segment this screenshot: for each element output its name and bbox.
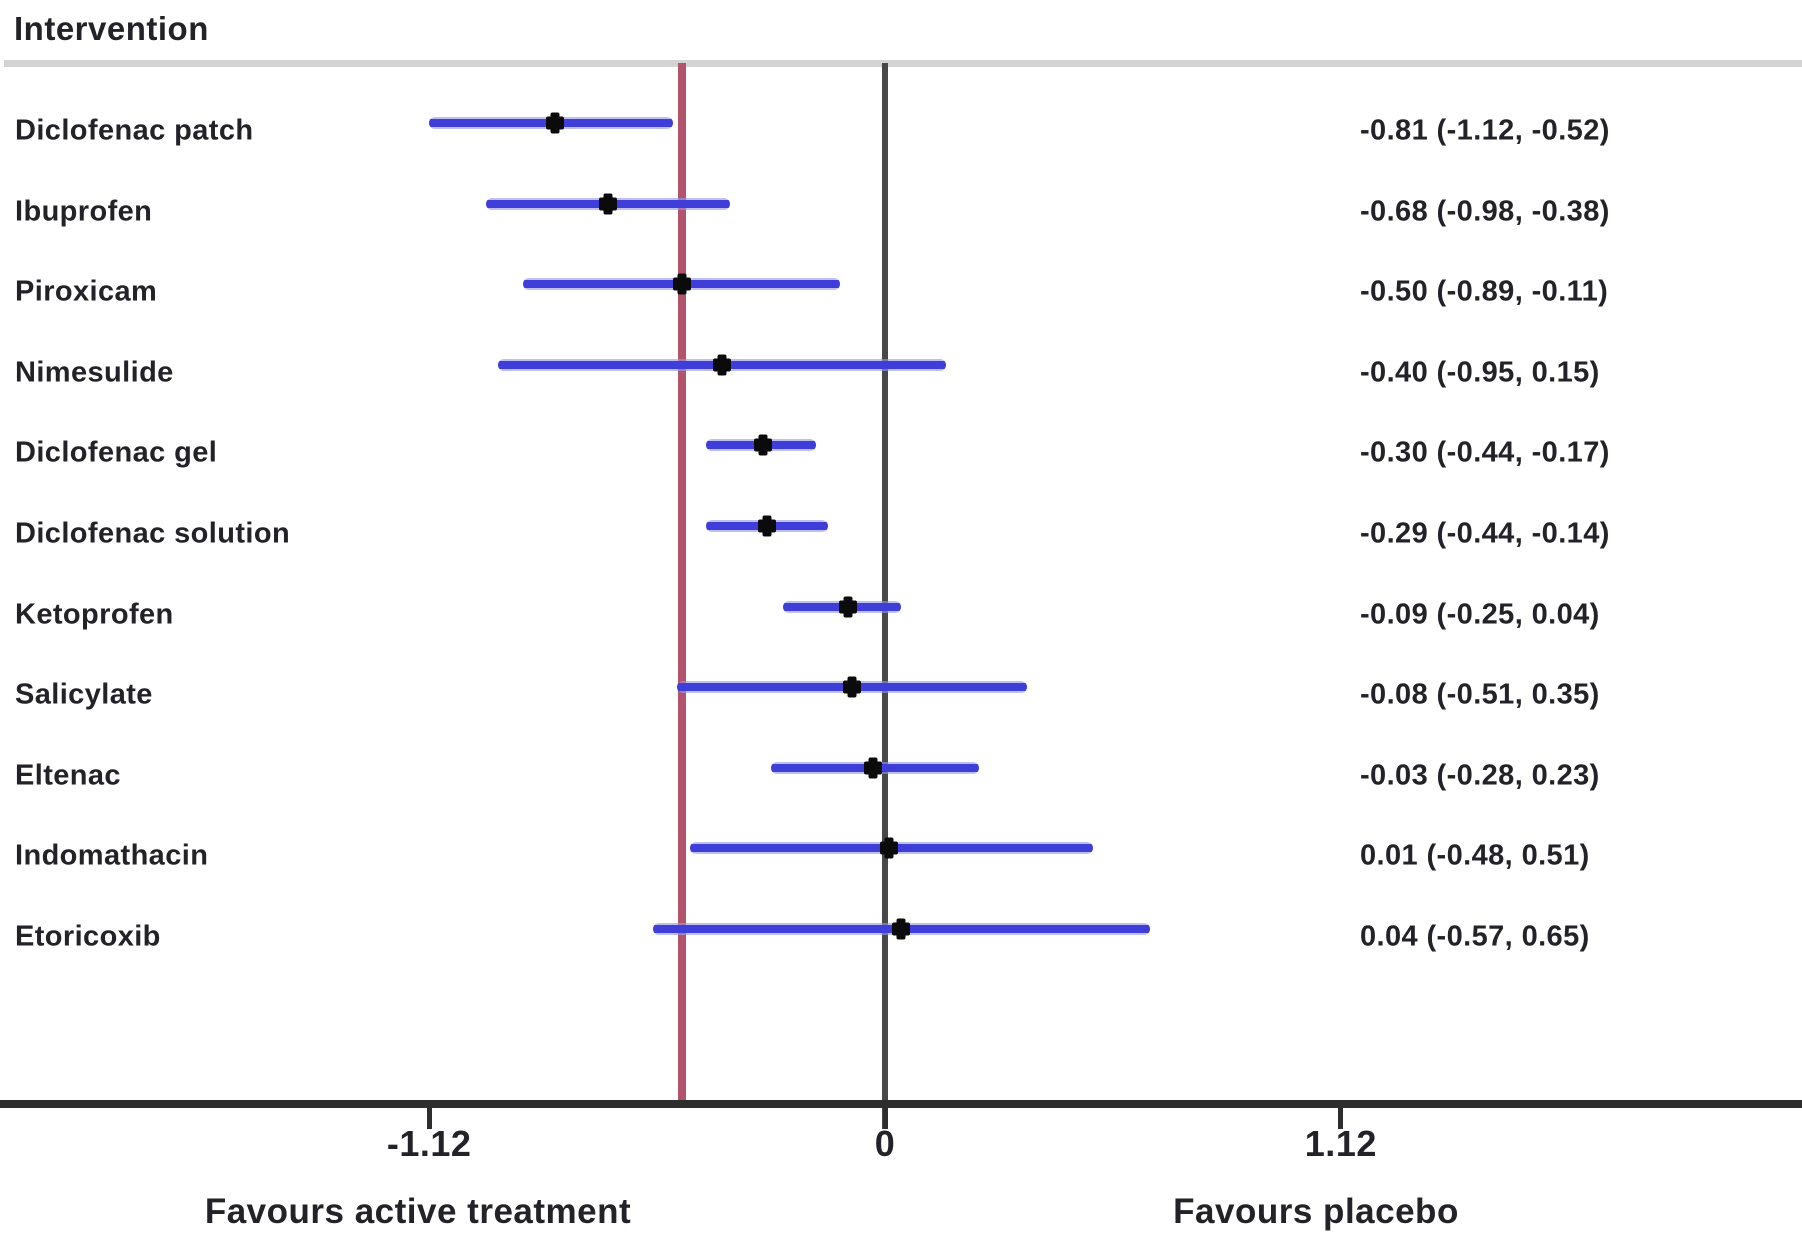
intervention-label: Piroxicam (15, 275, 158, 308)
effect-estimate-text: -0.40 (-0.95, 0.15) (1360, 356, 1600, 389)
effect-estimate-text: -0.08 (-0.51, 0.35) (1360, 678, 1600, 711)
x-axis-label-left: Favours active treatment (204, 1192, 632, 1231)
zero-reference-line (882, 63, 888, 1129)
intervention-label: Salicylate (15, 678, 153, 711)
point-estimate-marker (862, 757, 884, 779)
point-estimate-marker (756, 515, 778, 537)
intervention-label: Ibuprofen (15, 195, 153, 228)
effect-estimate-text: -0.50 (-0.89, -0.11) (1360, 275, 1609, 308)
intervention-label: Etoricoxib (15, 920, 161, 953)
x-tick-label: -1.12 (386, 1123, 472, 1164)
intervention-label: Diclofenac solution (15, 517, 291, 550)
effect-estimate-text: -0.68 (-0.98, -0.38) (1360, 195, 1610, 228)
point-estimate-marker (841, 676, 863, 698)
effect-estimate-text: -0.30 (-0.44, -0.17) (1360, 436, 1610, 469)
intervention-label: Ketoprofen (15, 598, 174, 631)
effect-estimate-text: -0.03 (-0.28, 0.23) (1360, 759, 1600, 792)
point-estimate-marker (711, 354, 733, 376)
column-header-intervention: Intervention (14, 10, 209, 47)
intervention-label: Diclofenac patch (15, 114, 254, 147)
effect-estimate-text: -0.09 (-0.25, 0.04) (1360, 598, 1600, 631)
intervention-label: Indomathacin (15, 839, 209, 872)
point-estimate-marker (878, 837, 900, 859)
red-reference-line (677, 63, 686, 1100)
intervention-label: Eltenac (15, 759, 121, 792)
effect-estimate-text: -0.81 (-1.12, -0.52) (1360, 114, 1610, 147)
point-estimate-marker (752, 434, 774, 456)
point-estimate-marker (671, 273, 693, 295)
effect-estimate-text: 0.01 (-0.48, 0.51) (1360, 839, 1590, 872)
point-estimate-marker (837, 596, 859, 618)
x-tick-label: 1.12 (1304, 1123, 1377, 1164)
x-axis-line (0, 1100, 1802, 1108)
effect-estimate-text: -0.29 (-0.44, -0.14) (1360, 517, 1610, 550)
x-axis-tick (882, 1108, 888, 1129)
point-estimate-marker (597, 193, 619, 215)
x-axis-tick (426, 1108, 432, 1129)
point-estimate-marker (544, 112, 566, 134)
x-tick-label: 0 (874, 1123, 896, 1164)
x-axis-tick (1338, 1108, 1344, 1129)
header-rule (4, 60, 1802, 67)
x-axis-label-right: Favours placebo (1173, 1192, 1459, 1231)
intervention-label: Diclofenac gel (15, 436, 218, 469)
intervention-label: Nimesulide (15, 356, 174, 389)
effect-estimate-text: 0.04 (-0.57, 0.65) (1360, 920, 1590, 953)
point-estimate-marker (890, 918, 912, 940)
